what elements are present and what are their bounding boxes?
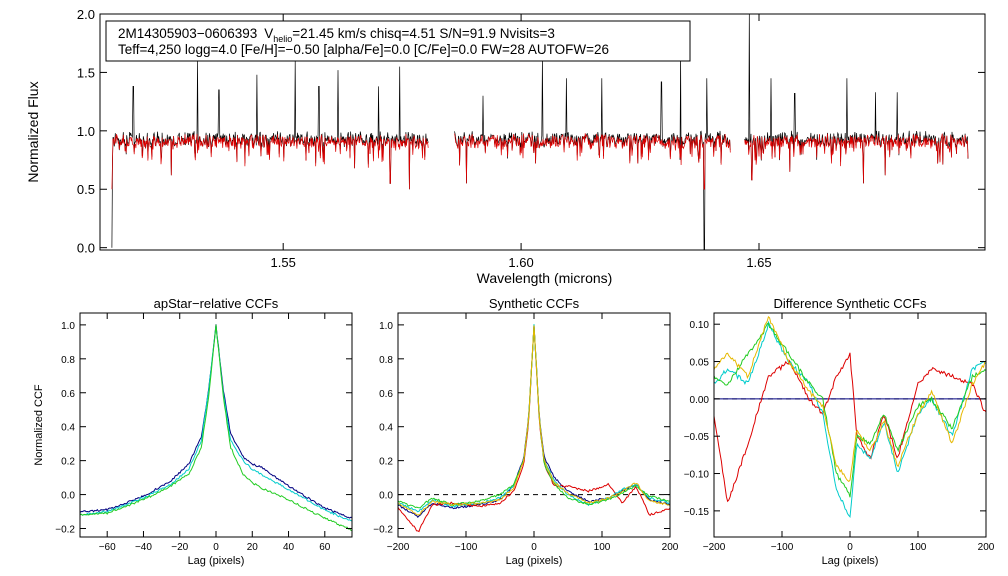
observed-spectrum-line [744, 13, 969, 184]
model-spectrum-line [111, 133, 429, 190]
model-spectrum-line [744, 133, 969, 184]
synthetic-ccf-series-line [397, 324, 671, 513]
spectrum-panel: 1.55 1.60 1.65 0.0 0.5 1.0 1.5 2.0 Normalized F… [25, 7, 986, 286]
difference-ccf-x-axis-label: Lag (pixels) [822, 555, 879, 567]
info-box-frame [105, 20, 691, 62]
apstar-ccf-x-tick-label: −20 [171, 542, 188, 553]
spectrum-y-tick-label: 2.0 [77, 7, 95, 22]
apstar-ccf-traces [79, 324, 353, 532]
difference-ccf-y-tick-label: 0.00 [690, 395, 710, 406]
apstar-ccf-x-tick-label: 60 [319, 542, 331, 553]
difference-ccf-frame [713, 312, 987, 538]
synthetic-ccf-y-tick-label: 1.0 [379, 321, 393, 332]
info-vhelio-stats: =21.45 km/s chisq=4.51 S/N=91.9 Nvisits=… [292, 26, 555, 41]
difference-ccf-series-line [713, 316, 987, 483]
info-line-2: Teff=4,250 logg=4.0 [Fe/H]=−0.50 [alpha/… [118, 42, 609, 57]
synthetic-ccf-y-tick-label: −0.2 [373, 525, 393, 536]
spectrum-ticks: 1.55 1.60 1.65 0.0 0.5 1.0 1.5 2.0 [77, 7, 985, 270]
apstar-ccf-y-axis-label: Normalized CCF [33, 384, 45, 466]
apstar-ccf-x-axis-label: Lag (pixels) [188, 555, 245, 567]
spectrum-x-tick-label: 1.60 [508, 255, 533, 270]
synthetic-ccf-traces [397, 324, 671, 533]
info-box: 2M14305903−0606393 Vhelio=21.45 km/s chis… [105, 20, 691, 62]
apstar-ccf-x-tick-label: 0 [213, 542, 219, 553]
apstar-ccf-x-tick-label: −40 [135, 542, 152, 553]
synthetic-ccf-series-line [398, 325, 671, 516]
difference-ccf-panel: −200 −100 0 100 200 −0.15 −0.10 −0.05 0.00 0.05 0.… [684, 296, 995, 567]
difference-ccf-y-tick-label: −0.10 [684, 470, 710, 481]
observed-spectrum-line [454, 54, 731, 251]
synthetic-ccf-y-tick-label: 0.2 [379, 457, 393, 468]
apstar-ccf-y-tick-label: 0.0 [61, 491, 75, 502]
apstar-ccf-y-tick-label: 1.0 [61, 321, 75, 332]
difference-ccf-x-tick-label: −200 [703, 542, 726, 553]
spectrum-y-tick-label: 0.5 [77, 182, 95, 197]
info-vhelio-symbol: V [264, 26, 273, 41]
apstar-ccf-series-line [79, 324, 353, 519]
model-spectrum-line [454, 133, 731, 190]
info-vhelio-subscript: helio [273, 34, 292, 44]
synthetic-ccf-x-tick-label: 100 [594, 542, 611, 553]
apstar-ccf-y-tick-label: −0.2 [55, 525, 75, 536]
synthetic-ccf-panel: −200 −100 0 100 200 −0.2 0.0 0.2 0.4 0.6 0.8 1.0 Sy… [373, 296, 679, 567]
synthetic-ccf-series-line [397, 324, 671, 533]
apstar-ccf-x-tick-label: 40 [283, 542, 295, 553]
synthetic-ccf-frame [397, 312, 671, 538]
synthetic-ccf-y-tick-label: 0.0 [379, 491, 393, 502]
synthetic-ccf-x-tick-label: −200 [387, 542, 410, 553]
synthetic-ccf-x-tick-label: 0 [531, 542, 537, 553]
difference-ccf-x-tick-label: 100 [910, 542, 927, 553]
apstar-ccf-title: apStar−relative CCFs [154, 296, 279, 311]
spectrum-traces [111, 13, 969, 251]
apstar-ccf-y-tick-label: 0.2 [61, 457, 75, 468]
spectrum-y-tick-label: 1.0 [77, 124, 95, 139]
apstar-ccf-series-line [79, 324, 353, 532]
apstar-ccf-y-tick-label: 0.8 [61, 355, 75, 366]
info-star-id: 2M14305903−0606393 [118, 26, 257, 41]
spectrum-x-tick-label: 1.55 [271, 255, 296, 270]
info-line-1: 2M14305903−0606393 Vhelio=21.45 km/s chis… [118, 26, 555, 44]
difference-ccf-x-tick-label: 200 [978, 542, 995, 553]
observed-spectrum-line [111, 60, 429, 248]
difference-ccf-y-tick-label: −0.15 [684, 507, 710, 518]
apstar-ccf-frame [79, 312, 353, 538]
difference-ccf-y-tick-label: −0.05 [684, 432, 710, 443]
difference-ccf-x-tick-label: 0 [847, 542, 853, 553]
spectrum-x-tick-label: 1.65 [746, 255, 771, 270]
synthetic-ccf-title: Synthetic CCFs [489, 296, 580, 311]
synthetic-ccf-y-tick-label: 0.6 [379, 389, 393, 400]
apstar-ccf-ticks: −60 −40 −20 0 20 40 60 −0.2 0.0 0.2 0.4 0.6 0.8 1.0 [55, 313, 352, 553]
synthetic-ccf-x-tick-label: 200 [662, 542, 679, 553]
difference-ccf-title: Difference Synthetic CCFs [774, 296, 927, 311]
synthetic-ccf-y-tick-label: 0.8 [379, 355, 393, 366]
spectrum-frame [99, 13, 986, 251]
synthetic-ccf-series-line [397, 325, 671, 518]
spectrum-y-tick-label: 0.0 [77, 241, 95, 256]
synthetic-ccf-x-axis-label: Lag (pixels) [506, 555, 563, 567]
synthetic-ccf-ticks: −200 −100 0 100 200 −0.2 0.0 0.2 0.4 0.6 0.8 1.0 [373, 313, 679, 553]
apstar-ccf-y-tick-label: 0.6 [61, 389, 75, 400]
apstar-ccf-x-tick-label: 20 [247, 542, 259, 553]
apstar-ccf-y-tick-label: 0.4 [61, 423, 75, 434]
spectrum-x-axis-label: Wavelength (microns) [477, 270, 613, 286]
apstar-ccf-panel: −60 −40 −20 0 20 40 60 −0.2 0.0 0.2 0.4 0.6 0.8 1.0 a… [33, 296, 353, 567]
difference-ccf-y-tick-label: 0.05 [690, 358, 710, 369]
apstar-ccf-x-tick-label: −60 [99, 542, 116, 553]
difference-ccf-traces [713, 316, 987, 519]
apstar-ccf-series-line [79, 325, 353, 522]
difference-ccf-y-tick-label: 0.10 [690, 320, 710, 331]
spectrum-y-axis-label: Normalized Flux [25, 81, 41, 182]
synthetic-ccf-y-tick-label: 0.4 [379, 423, 393, 434]
difference-ccf-series-line [713, 322, 987, 498]
difference-ccf-x-tick-label: −100 [771, 542, 794, 553]
synthetic-ccf-x-tick-label: −100 [455, 542, 478, 553]
difference-ccf-series-line [713, 352, 987, 503]
synthetic-ccf-series-line [397, 325, 671, 509]
spectrum-y-tick-label: 1.5 [77, 65, 95, 80]
